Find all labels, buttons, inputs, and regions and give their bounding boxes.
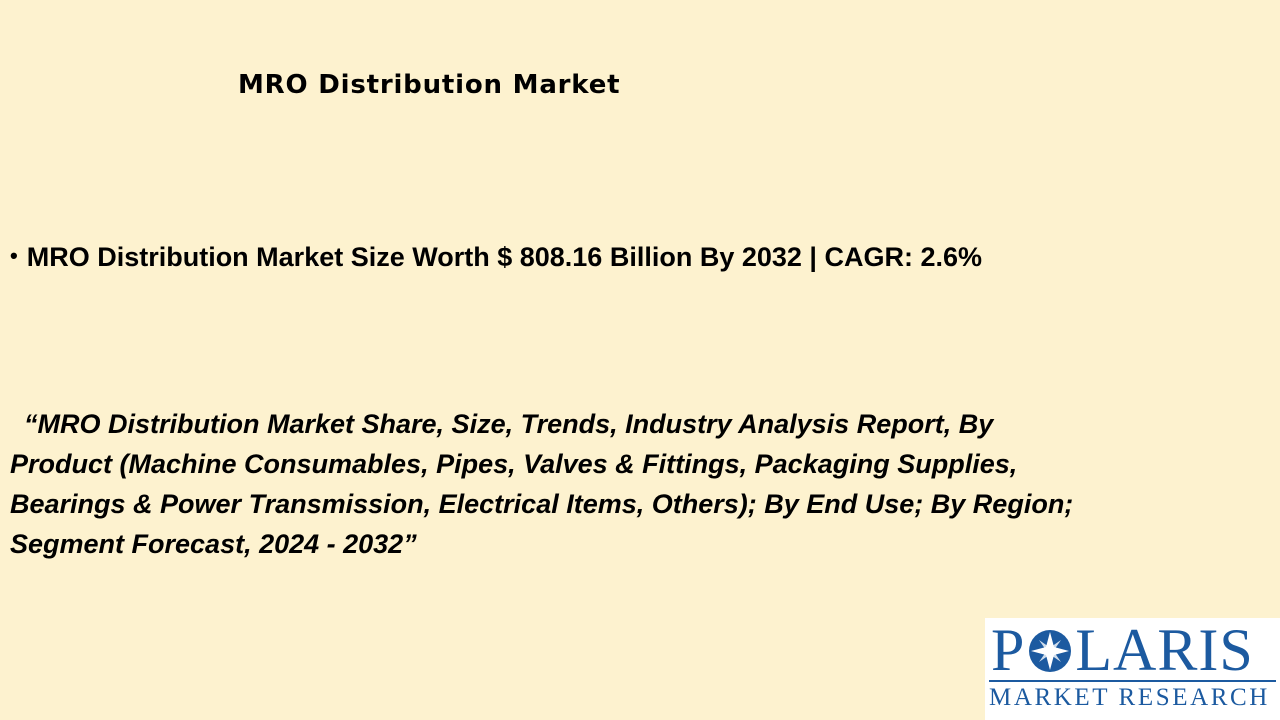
quote-line: “MRO Distribution Market Share, Size, Tr… [24,409,994,439]
quote-line: Bearings & Power Transmission, Electrica… [10,489,1074,519]
slide-title: MRO Distribution Market [238,70,621,100]
logo-text: P [991,617,1026,683]
bullet-dot: • [10,243,18,268]
logo-text: LARIS [1075,617,1254,683]
logo-star [1029,629,1072,672]
logo: P LARIS MARKET RESEARCH [985,616,1280,720]
quote-line: Product (Machine Consumables, Pipes, Val… [10,449,1018,479]
quote-line: Segment Forecast, 2024 - 2032” [10,529,417,559]
bullet-text: MRO Distribution Market Size Worth $ 808… [26,242,982,272]
logo-tagline: MARKET RESEARCH [989,684,1270,711]
logo-rule [989,680,1276,682]
bullet-item: • MRO Distribution Market Size Worth $ 80… [10,242,982,273]
quote: “MRO Distribution Market Share, Size, Tr… [10,404,1073,564]
logo-wordmark: P LARIS [991,616,1254,685]
